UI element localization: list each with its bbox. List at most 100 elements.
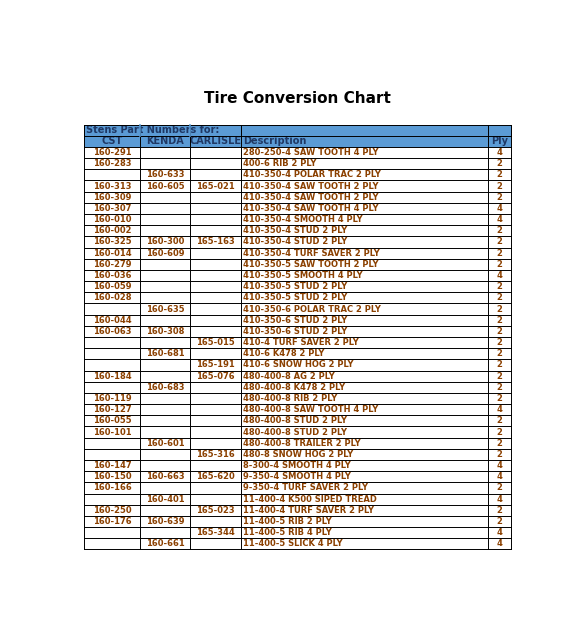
Text: 2: 2 [496,484,502,492]
Text: 160-059: 160-059 [93,282,131,291]
Bar [84,180,511,192]
Text: 480-400-8 STUD 2 PLY: 480-400-8 STUD 2 PLY [243,428,347,436]
Bar [84,158,511,169]
Bar [84,270,511,281]
Text: Description: Description [243,136,306,146]
Text: 410-350-4 SAW TOOTH 2 PLY: 410-350-4 SAW TOOTH 2 PLY [243,182,379,190]
Text: 160-283: 160-283 [93,159,131,168]
Text: 4: 4 [496,148,502,157]
Bar [84,382,511,393]
Text: 480-400-8 K478 2 PLY: 480-400-8 K478 2 PLY [243,383,345,392]
Bar [84,460,511,471]
Bar [190,136,241,147]
Bar [84,225,511,236]
Text: 2: 2 [496,506,502,515]
Text: 160-325: 160-325 [93,237,131,246]
Text: 160-308: 160-308 [146,327,184,336]
Text: 160-291: 160-291 [93,148,131,157]
Bar [84,482,511,494]
Bar [84,471,511,482]
Text: 4: 4 [496,539,502,548]
Text: 9-350-4 TURF SAVER 2 PLY: 9-350-4 TURF SAVER 2 PLY [243,484,368,492]
Text: 2: 2 [496,439,502,448]
Text: 160-028: 160-028 [93,293,131,303]
Bar [84,192,511,203]
Bar [84,314,511,326]
Text: 2: 2 [496,394,502,403]
Text: 410-350-5 STUD 2 PLY: 410-350-5 STUD 2 PLY [243,293,347,303]
Bar [241,136,488,147]
Bar [84,303,511,314]
Text: Ply: Ply [491,136,508,146]
Text: 11-400-5 RIB 2 PLY: 11-400-5 RIB 2 PLY [243,517,332,526]
Text: 160-663: 160-663 [146,472,184,481]
Bar [84,147,511,158]
Text: 410-350-5 SAW TOOTH 2 PLY: 410-350-5 SAW TOOTH 2 PLY [243,260,379,269]
Text: 160-683: 160-683 [146,383,184,392]
Text: 2: 2 [496,182,502,190]
Bar [84,449,511,460]
Text: 2: 2 [496,349,502,358]
Text: 160-150: 160-150 [93,472,131,481]
Bar [84,427,511,438]
Text: 160-010: 160-010 [93,215,131,224]
Bar [84,214,511,225]
Bar [488,136,511,147]
Text: 410-350-5 SMOOTH 4 PLY: 410-350-5 SMOOTH 4 PLY [243,271,362,280]
Text: 480-8 SNOW HOG 2 PLY: 480-8 SNOW HOG 2 PLY [243,450,353,459]
Text: 2: 2 [496,226,502,235]
Text: 160-036: 160-036 [93,271,131,280]
Text: 4: 4 [496,495,502,503]
Text: 2: 2 [496,237,502,246]
Text: 165-344: 165-344 [196,528,235,537]
Text: 160-681: 160-681 [146,349,184,358]
Text: 2: 2 [496,338,502,347]
Bar [84,538,511,549]
Text: 410-350-4 STUD 2 PLY: 410-350-4 STUD 2 PLY [243,237,347,246]
Text: 2: 2 [496,383,502,392]
Text: 410-350-4 TURF SAVER 2 PLY: 410-350-4 TURF SAVER 2 PLY [243,249,380,258]
Text: 410-350-6 STUD 2 PLY: 410-350-6 STUD 2 PLY [243,316,347,325]
Text: 165-163: 165-163 [196,237,235,246]
Text: 4: 4 [496,215,502,224]
Bar [84,337,511,348]
Text: 160-635: 160-635 [146,304,184,314]
Text: 4: 4 [496,204,502,213]
Text: 165-015: 165-015 [196,338,235,347]
Text: 2: 2 [496,450,502,459]
Bar [84,281,511,292]
Text: 480-400-8 STUD 2 PLY: 480-400-8 STUD 2 PLY [243,416,347,425]
Text: 2: 2 [496,428,502,436]
Text: 2: 2 [496,193,502,202]
Bar [84,371,511,382]
Bar [84,505,511,516]
Text: Stens Part Numbers for:: Stens Part Numbers for: [86,125,219,135]
Text: CARLISLE: CARLISLE [190,136,242,146]
Text: 160-127: 160-127 [93,405,131,414]
Text: 160-184: 160-184 [93,371,131,381]
Text: 165-076: 165-076 [197,371,235,381]
Text: 4: 4 [496,472,502,481]
Text: 160-279: 160-279 [93,260,131,269]
Text: 4: 4 [496,271,502,280]
Text: 160-313: 160-313 [93,182,131,190]
Bar [84,404,511,415]
Text: 2: 2 [496,327,502,336]
Text: 165-021: 165-021 [196,182,235,190]
Bar [84,360,511,371]
Text: 165-023: 165-023 [197,506,235,515]
Text: 2: 2 [496,371,502,381]
Bar [84,438,511,449]
Text: 4: 4 [496,405,502,414]
Text: 410-350-4 SAW TOOTH 2 PLY: 410-350-4 SAW TOOTH 2 PLY [243,193,379,202]
Bar [84,236,511,247]
Bar [84,169,511,180]
Text: 160-633: 160-633 [146,170,184,179]
Text: 4: 4 [496,461,502,470]
Text: 2: 2 [496,293,502,303]
Bar [241,125,511,136]
Text: CST: CST [102,136,122,146]
Text: 410-350-6 POLAR TRAC 2 PLY: 410-350-6 POLAR TRAC 2 PLY [243,304,381,314]
Text: 410-350-6 STUD 2 PLY: 410-350-6 STUD 2 PLY [243,327,347,336]
Bar [84,259,511,270]
